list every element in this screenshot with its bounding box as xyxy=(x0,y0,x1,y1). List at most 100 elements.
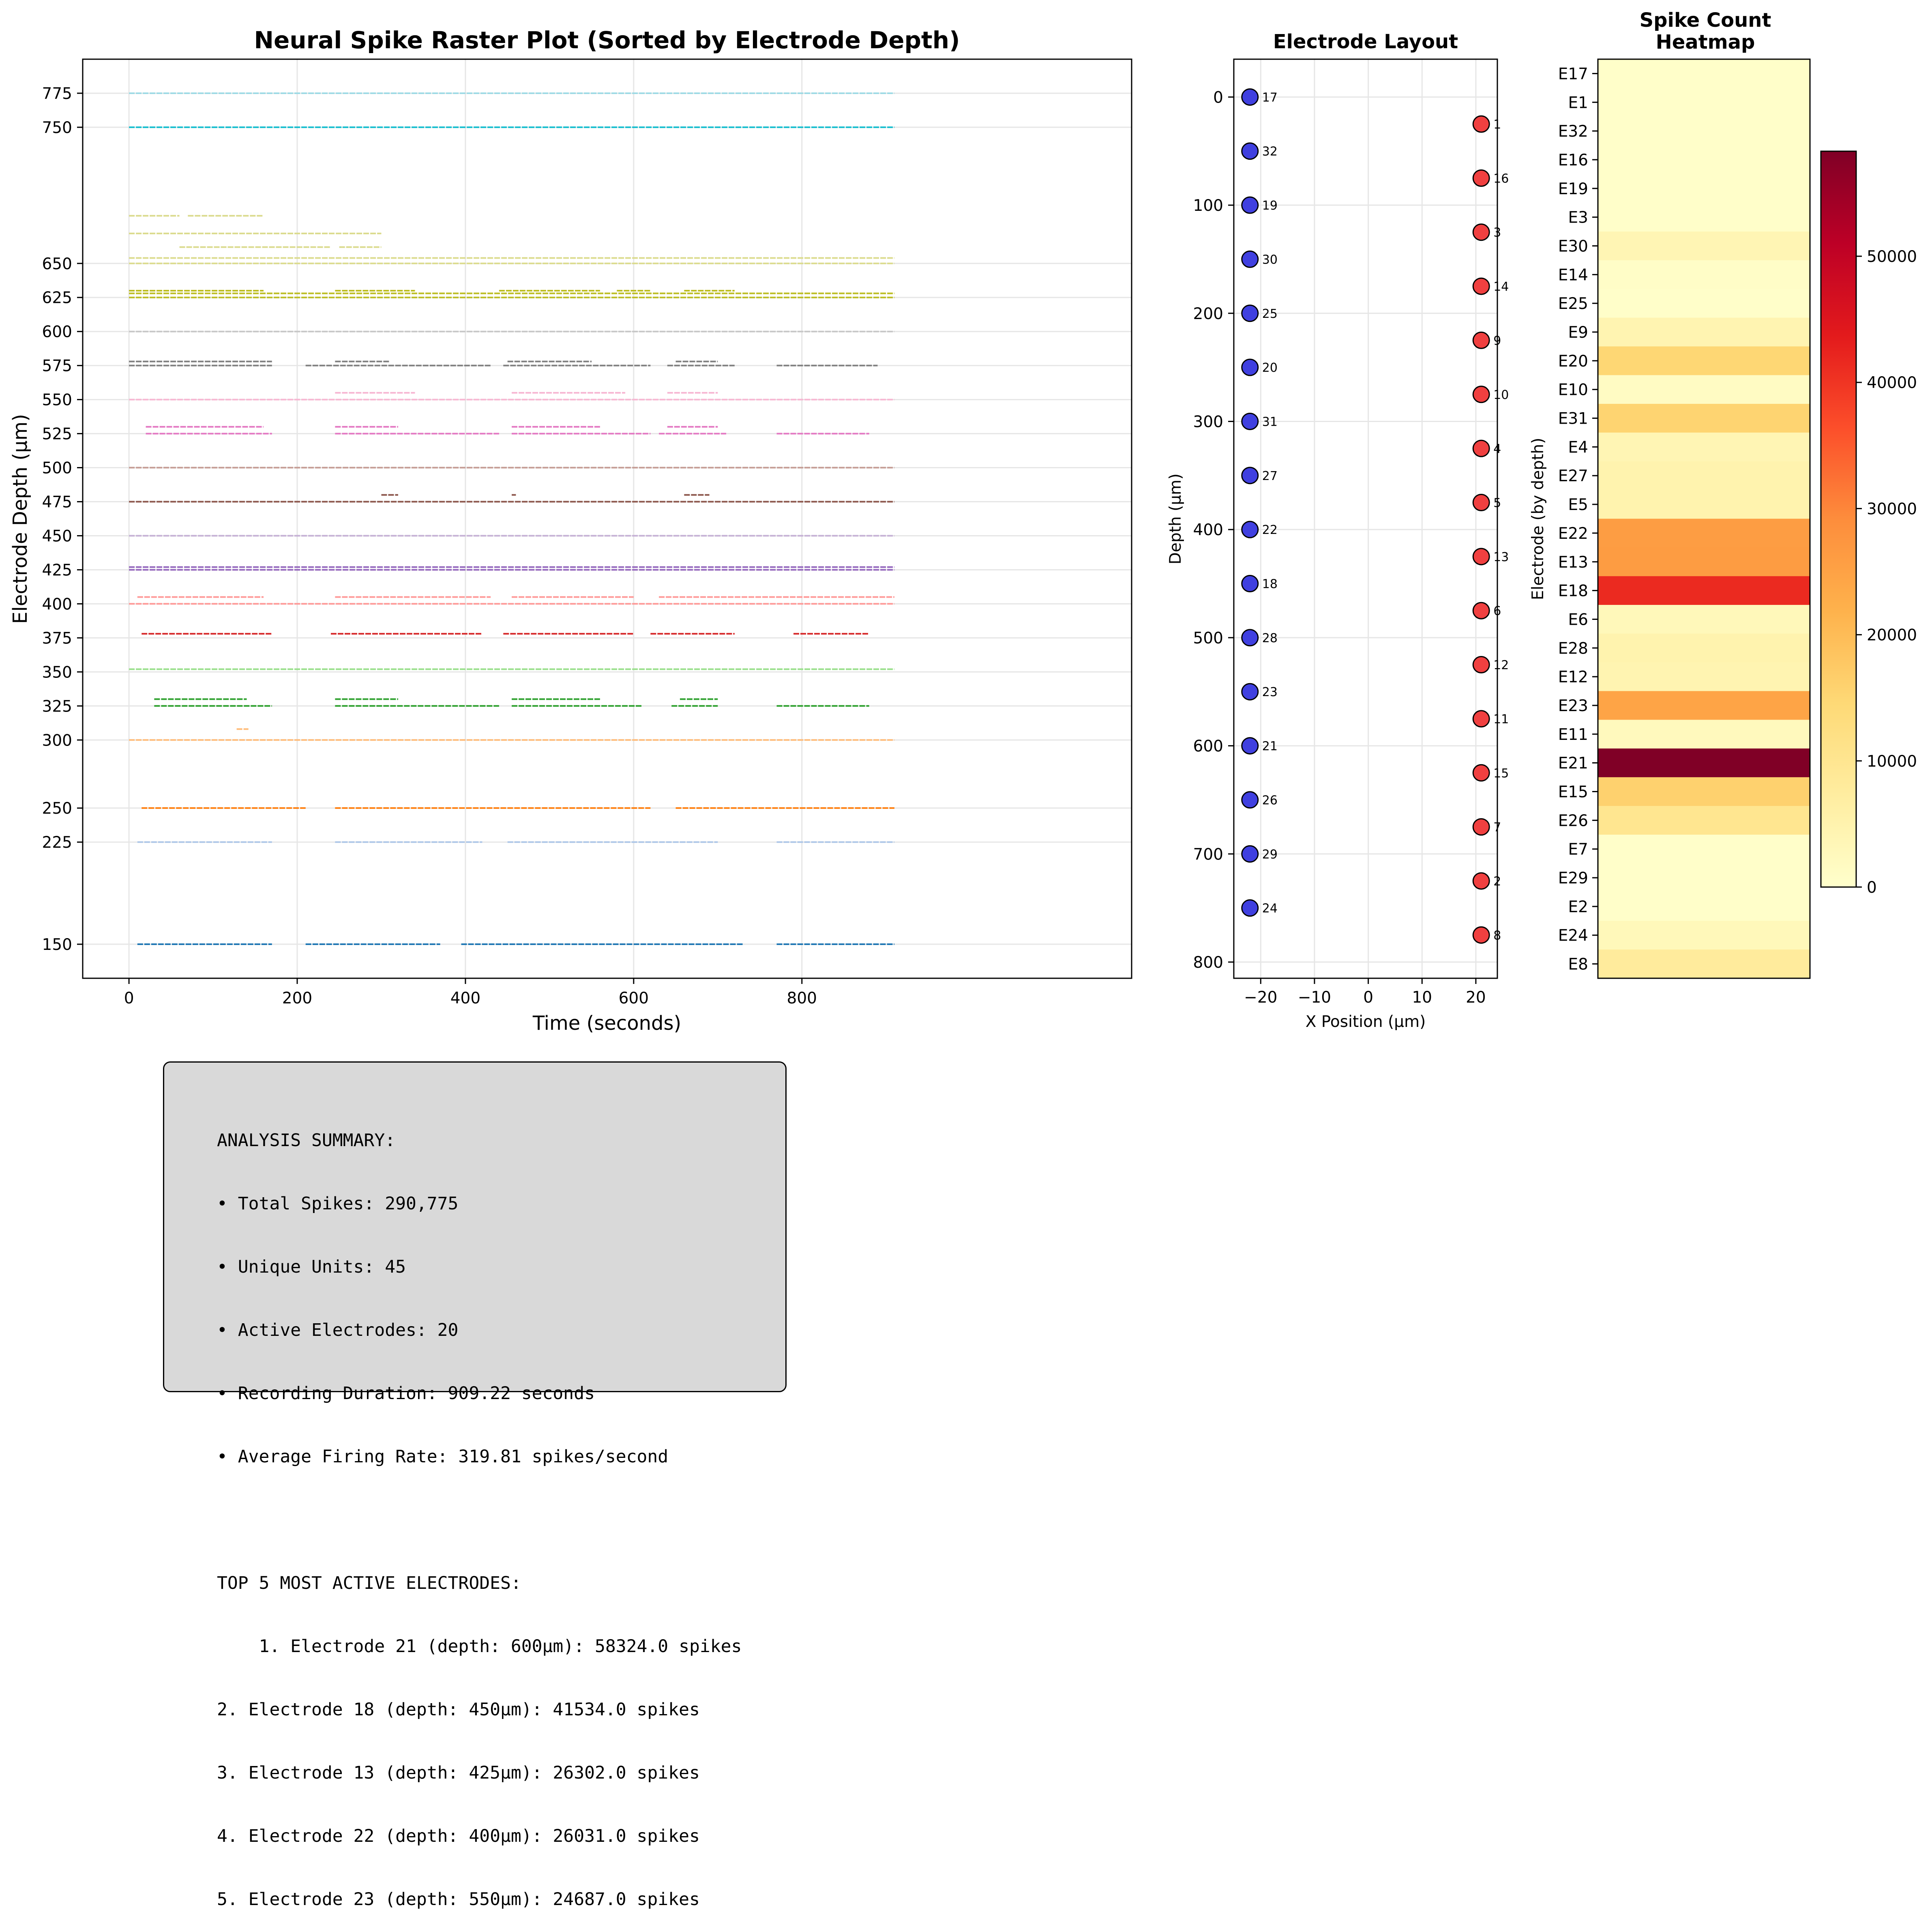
colorbar-tick-label: 40000 xyxy=(1867,374,1917,392)
electrode-label-27: 27 xyxy=(1262,469,1278,483)
electrode-layout-plot: Electrode Layout 17 32 19 30 25 20 31 27 22 18 28 2… xyxy=(1166,30,1509,1031)
electrode-label-11: 11 xyxy=(1493,712,1509,727)
raster-y-tick-label: 475 xyxy=(42,493,72,512)
heatmap-row-label: E27 xyxy=(1558,467,1588,485)
heatmap-cell-E15 xyxy=(1598,777,1810,806)
raster-y-tick-label: 600 xyxy=(42,323,72,341)
heatmap-cell-E17 xyxy=(1598,59,1810,88)
electrode-label-10: 10 xyxy=(1493,388,1509,402)
electrode-point-22 xyxy=(1241,521,1259,538)
heatmap-cell-E6 xyxy=(1598,605,1810,634)
heatmap-cell-E19 xyxy=(1598,174,1810,203)
electrode-point-17 xyxy=(1241,88,1259,106)
layout-y-tick-label: 300 xyxy=(1193,413,1223,431)
electrode-point-21 xyxy=(1241,737,1259,755)
layout-grid xyxy=(1234,59,1497,978)
summary-spacer xyxy=(217,1509,785,1530)
raster-x-tick-label: 800 xyxy=(787,989,817,1007)
layout-y-label: Depth (µm) xyxy=(1166,474,1185,564)
summary-top-3: 3. Electrode 13 (depth: 425µm): 26302.0 … xyxy=(217,1763,700,1783)
heatmap-row-label: E9 xyxy=(1568,324,1588,342)
electrode-label-22: 22 xyxy=(1262,523,1278,537)
raster-y-tick-label: 425 xyxy=(42,561,72,579)
raster-x-ticks: 0 200 400 600 800 xyxy=(124,978,817,1007)
heatmap-row-label: E16 xyxy=(1558,151,1588,169)
electrode-point-13 xyxy=(1472,548,1490,566)
heatmap-row-label: E11 xyxy=(1558,726,1588,744)
electrode-label-28: 28 xyxy=(1262,631,1278,645)
raster-y-tick-label: 575 xyxy=(42,357,72,375)
heatmap-cell-E8 xyxy=(1598,949,1810,979)
heatmap-row-label: E3 xyxy=(1568,209,1588,227)
raster-y-tick-label: 150 xyxy=(42,936,72,954)
heatmap-row-label: E21 xyxy=(1558,754,1588,773)
heatmap-row-label: E18 xyxy=(1558,582,1588,600)
heatmap-title-line2: Heatmap xyxy=(1656,31,1755,54)
summary-duration: • Recording Duration: 909.22 seconds xyxy=(217,1383,595,1404)
raster-x-tick-label: 600 xyxy=(619,989,649,1007)
raster-x-tick-label: 200 xyxy=(282,989,312,1007)
electrode-label-31: 31 xyxy=(1262,415,1278,429)
layout-y-tick-label: 600 xyxy=(1193,737,1223,756)
heatmap-row-label: E12 xyxy=(1558,668,1588,686)
electrode-point-12 xyxy=(1472,656,1490,674)
heatmap-row-label: E28 xyxy=(1558,639,1588,658)
layout-x-label: X Position (µm) xyxy=(1306,1013,1426,1031)
heatmap-cell-E7 xyxy=(1598,834,1810,864)
summary-header: ANALYSIS SUMMARY: xyxy=(217,1130,396,1151)
raster-y-tick-label: 375 xyxy=(42,629,72,647)
heatmap-row-label: E19 xyxy=(1558,180,1588,198)
heatmap-cell-E23 xyxy=(1598,691,1810,720)
raster-grid xyxy=(83,59,1132,978)
layout-x-ticks: −20 −10 0 10 20 xyxy=(1244,978,1486,1007)
electrode-point-11 xyxy=(1472,710,1490,728)
heatmap-cell-E31 xyxy=(1598,404,1810,433)
heatmap-cell-E11 xyxy=(1598,720,1810,749)
summary-total-spikes: • Total Spikes: 290,775 xyxy=(217,1194,459,1214)
electrode-label-14: 14 xyxy=(1493,280,1509,294)
layout-y-tick-label: 0 xyxy=(1213,88,1223,107)
heatmap-cell-E25 xyxy=(1598,289,1810,318)
heatmap-cell-E32 xyxy=(1598,116,1810,146)
summary-top-5: 5. Electrode 23 (depth: 550µm): 24687.0 … xyxy=(217,1889,700,1910)
summary-top-1: 1. Electrode 21 (depth: 600µm): 58324.0 … xyxy=(217,1636,742,1657)
electrode-label-32: 32 xyxy=(1262,145,1278,159)
raster-y-tick-label: 525 xyxy=(42,425,72,444)
layout-frame xyxy=(1233,58,1498,979)
heatmap-cell-E13 xyxy=(1598,547,1810,577)
raster-y-tick-label: 625 xyxy=(42,289,72,307)
electrode-label-23: 23 xyxy=(1262,685,1278,699)
electrode-label-15: 15 xyxy=(1493,766,1509,780)
heatmap-cell-E22 xyxy=(1598,519,1810,548)
heatmap-cell-E29 xyxy=(1598,863,1810,892)
electrode-point-15 xyxy=(1472,764,1490,782)
raster-y-label: Electrode Depth (µm) xyxy=(9,414,32,624)
layout-y-tick-label: 700 xyxy=(1193,845,1223,864)
electrode-point-6 xyxy=(1472,602,1490,619)
raster-spike-series xyxy=(129,92,894,945)
heatmap-title-line1: Spike Count xyxy=(1640,9,1771,32)
raster-frame xyxy=(82,58,1132,979)
layout-x-tick-label: 10 xyxy=(1412,988,1432,1007)
electrode-point-23 xyxy=(1241,683,1259,701)
raster-y-tick-label: 225 xyxy=(42,834,72,852)
heatmap-row-label: E5 xyxy=(1568,496,1588,514)
layout-y-tick-label: 100 xyxy=(1193,197,1223,215)
electrode-point-32 xyxy=(1241,142,1259,160)
colorbar-tick-label: 0 xyxy=(1867,879,1877,897)
heatmap-row-label: E7 xyxy=(1568,840,1588,859)
heatmap-row-label: E20 xyxy=(1558,352,1588,371)
heatmap-cell-E1 xyxy=(1598,88,1810,117)
heatmap-row-label: E13 xyxy=(1558,553,1588,572)
heatmap-row-label: E14 xyxy=(1558,266,1588,284)
summary-top-4: 4. Electrode 22 (depth: 400µm): 26031.0 … xyxy=(217,1826,700,1846)
raster-y-tick-label: 775 xyxy=(42,85,72,103)
heatmap-cell-E30 xyxy=(1598,231,1810,261)
electrode-label-24: 24 xyxy=(1262,902,1278,916)
analysis-summary-box: ANALYSIS SUMMARY: • Total Spikes: 290,77… xyxy=(163,1061,787,1910)
layout-x-tick-label: 0 xyxy=(1363,988,1373,1007)
heatmap-row-label: E2 xyxy=(1568,898,1588,916)
electrode-point-25 xyxy=(1241,304,1259,322)
electrode-point-18 xyxy=(1241,575,1259,593)
summary-avg-rate: • Average Firing Rate: 319.81 spikes/sec… xyxy=(217,1447,669,1467)
